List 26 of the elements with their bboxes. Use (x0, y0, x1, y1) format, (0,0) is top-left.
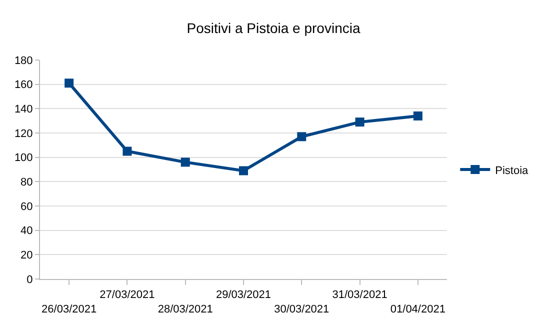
x-tick-label: 31/03/2021 (332, 289, 388, 302)
point (355, 118, 364, 127)
legend-label: Pistoia (495, 164, 530, 177)
point (122, 146, 132, 156)
y-tick-label: 80 (20, 176, 33, 189)
point (413, 111, 422, 120)
y-tick-label: 60 (20, 200, 33, 213)
x-tick-label: 30/03/2021 (274, 304, 330, 316)
chart-title: Positivi a Pistoia e provincia (186, 20, 360, 36)
point (64, 78, 74, 88)
y-tick-label: 100 (14, 152, 33, 164)
point (180, 158, 190, 167)
x-tick-label: 28/03/2021 (158, 304, 213, 316)
y-tick-label: 160 (14, 79, 33, 92)
y-tick-label: 0 (26, 274, 33, 286)
y-tick-label: 120 (14, 128, 33, 140)
y-tick-label: 40 (20, 225, 33, 238)
y-tick-label: 180 (14, 54, 33, 67)
x-tick-label: 29/03/2021 (216, 289, 272, 302)
x-tick-label: 01/04/2021 (390, 304, 446, 316)
x-tick-label: 27/03/2021 (100, 289, 155, 302)
y-tick-label: 140 (14, 104, 33, 116)
y-tick-label: 20 (20, 250, 33, 262)
point (239, 166, 248, 176)
x-tick-label: 26/03/2021 (42, 304, 97, 316)
point (297, 132, 306, 142)
